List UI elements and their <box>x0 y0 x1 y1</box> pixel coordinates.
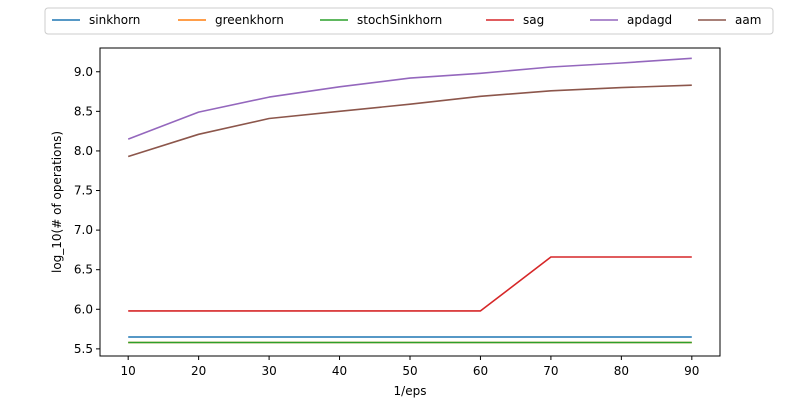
x-tick-label: 70 <box>543 364 558 378</box>
x-axis-label: 1/eps <box>394 384 427 398</box>
y-tick-label: 5.5 <box>74 342 93 356</box>
y-tick-label: 8.0 <box>74 144 93 158</box>
legend-label-apdagd: apdagd <box>627 13 672 27</box>
x-tick-label: 50 <box>402 364 417 378</box>
legend-label-aam: aam <box>735 13 761 27</box>
y-tick-label: 6.5 <box>74 263 93 277</box>
legend-label-sinkhorn: sinkhorn <box>89 13 140 27</box>
legend-frame <box>44 7 774 35</box>
series-line-aam <box>127 84 692 158</box>
y-tick-label: 9.0 <box>74 65 93 79</box>
x-tick-label: 40 <box>332 364 347 378</box>
y-tick-label: 8.5 <box>74 104 93 118</box>
x-tick-label: 80 <box>614 364 629 378</box>
x-tick-label: 20 <box>191 364 206 378</box>
x-tick-label: 30 <box>261 364 276 378</box>
x-tick-label: 90 <box>684 364 699 378</box>
legend: sinkhorn greenkhorn stochSinkhorn sag apdagd… <box>44 7 774 35</box>
y-axis: 5.5 6.0 6.5 7.0 7.5 8.0 8.5 9.0 <box>74 65 100 356</box>
legend-label-stochSinkhorn: stochSinkhorn <box>357 13 442 27</box>
y-axis-label: log_10(# of operations) <box>50 131 64 273</box>
series-line-apdagd <box>127 57 692 140</box>
series-line-sag <box>128 256 692 312</box>
y-tick-label: 7.0 <box>74 223 93 237</box>
x-tick-label: 60 <box>473 364 488 378</box>
y-tick-label: 7.5 <box>74 184 93 198</box>
series-lines <box>127 57 692 344</box>
x-axis: 10 20 30 40 50 60 70 80 90 <box>121 356 699 378</box>
y-tick-label: 6.0 <box>74 302 93 316</box>
x-tick-label: 10 <box>121 364 136 378</box>
legend-label-greenkhorn: greenkhorn <box>215 13 284 27</box>
legend-label-sag: sag <box>523 13 544 27</box>
